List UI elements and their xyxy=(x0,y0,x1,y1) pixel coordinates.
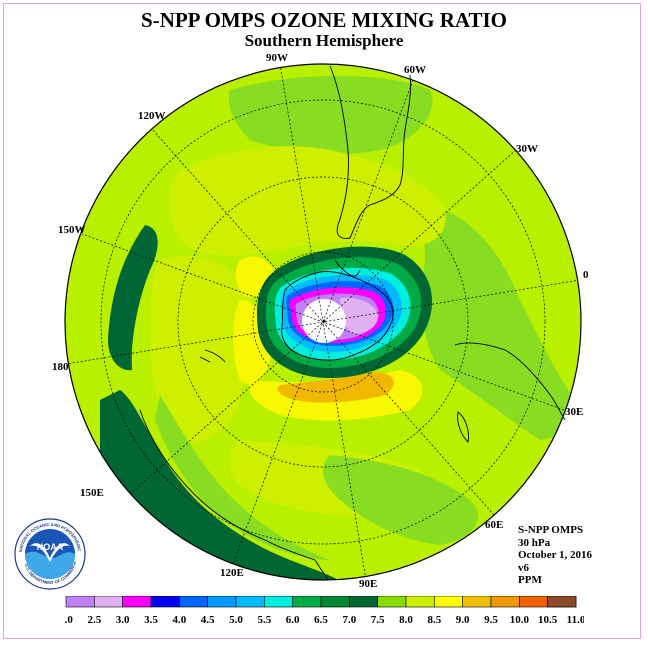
medium-green-band-southwest xyxy=(155,395,330,560)
coastline-south-america xyxy=(329,65,411,239)
lon-label-90e: 90E xyxy=(359,578,377,590)
colorbar-swatch xyxy=(292,596,322,608)
latitude-circle-inner xyxy=(252,251,394,393)
orange-region xyxy=(277,372,394,403)
vortex-core-pale xyxy=(340,297,378,334)
colorbar-tick-label: 4.5 xyxy=(201,614,215,626)
colorbar-swatch xyxy=(434,596,463,608)
colorbar-swatches xyxy=(65,596,577,608)
lon-label-180: 180 xyxy=(52,361,69,373)
colorbar-swatch xyxy=(179,596,208,608)
colorbar-tick-label: 6.5 xyxy=(314,614,328,626)
lon-label-90w: 90W xyxy=(266,52,288,64)
colorbar-tick-label: 5.0 xyxy=(229,614,243,626)
map-boundary xyxy=(64,63,582,581)
info-pressure-level: 30 hPa xyxy=(518,536,551,549)
colorbar-swatch xyxy=(150,596,180,608)
colorbar-tick-label: 4.0 xyxy=(172,614,186,626)
colorbar-swatch xyxy=(320,596,350,608)
lon-label-120w: 120W xyxy=(138,110,166,122)
info-units: PPM xyxy=(518,574,542,586)
lon-label-150w: 150W xyxy=(58,224,86,236)
yellow-region-west xyxy=(150,256,255,443)
coastline-antarctic-peninsula xyxy=(334,259,361,277)
light-green-region-east xyxy=(422,205,581,440)
south-pole-marker xyxy=(322,319,326,323)
light-green-region-north xyxy=(228,75,433,155)
lon-label-60e: 60E xyxy=(485,519,503,531)
lon-label-0: 0 xyxy=(583,269,589,281)
colorbar-tick-label: 2.5 xyxy=(87,614,101,626)
latitude-circle-outer xyxy=(100,99,546,545)
colorbar-tick-label: 9.0 xyxy=(456,614,470,626)
colorbar-tick-label: 8.0 xyxy=(399,614,413,626)
lon-label-120e: 120E xyxy=(220,567,244,579)
yellow-region-north xyxy=(168,146,446,256)
colorbar-tick-label: 10.5 xyxy=(538,614,558,626)
colorbar-swatch xyxy=(377,596,407,608)
colorbar-tick-label: 5.5 xyxy=(257,614,271,626)
coastline-madagascar xyxy=(457,411,469,443)
coastline-new-zealand xyxy=(199,349,226,363)
map-info: S-NPP OMPS 30 hPa October 1, 2016 v6 PPM xyxy=(518,524,592,587)
lon-label-60w: 60W xyxy=(404,64,426,76)
colorbar-tick-label: 10.0 xyxy=(510,614,530,626)
latitude-circle-mid xyxy=(177,176,469,468)
figure-frame xyxy=(3,3,641,639)
colorbar-tick-label: 3.0 xyxy=(116,614,130,626)
lon-label-30e: 30E xyxy=(565,406,583,418)
colorbar-swatch xyxy=(235,596,265,608)
colorbar-swatch xyxy=(519,596,548,608)
lon-label-30w: 30W xyxy=(516,143,538,155)
coastline-australia xyxy=(139,409,329,581)
lon-label-150e: 150E xyxy=(80,487,104,499)
colorbar-swatch xyxy=(547,596,577,608)
colorbar-swatch xyxy=(349,596,378,608)
colorbar-swatch xyxy=(65,596,95,608)
noaa-logo: NATIONAL OCEANIC AND ATMOSPHERIC ADMINIS… xyxy=(14,518,86,590)
colorbar-swatch xyxy=(207,596,237,608)
colorbar-swatch xyxy=(122,596,152,608)
colorbar-tick-label: 8.5 xyxy=(427,614,441,626)
colorbar-tick-label: 7.0 xyxy=(342,614,356,626)
colorbar-tick-label: 6.0 xyxy=(286,614,300,626)
info-instrument: S-NPP OMPS xyxy=(518,524,584,536)
logo-text: NOAA xyxy=(37,542,64,552)
colorbar-tick-label: 3.5 xyxy=(144,614,158,626)
coastline-africa xyxy=(454,342,566,421)
info-version: v6 xyxy=(518,561,529,574)
colorbar-swatch xyxy=(490,596,520,608)
colorbar: 2.0 2.5 3.0 3.5 4.0 4.5 5.0 5.5 6.0 6.5 7.0 7.5 8.0 8… xyxy=(64,596,584,626)
colorbar-labels: 2.0 2.5 3.0 3.5 4.0 4.5 5.0 5.5 6.0 6.5 7.0 7.5 8.0 8… xyxy=(64,614,584,626)
map-subtitle: Southern Hemisphere xyxy=(244,31,404,50)
light-green-band-south xyxy=(323,455,479,545)
dark-green-band-west xyxy=(108,225,158,371)
colorbar-tick-label: 7.5 xyxy=(371,614,385,626)
colorbar-tick-label: 9.5 xyxy=(484,614,498,626)
colorbar-swatch xyxy=(405,596,435,608)
coastline-antarctica xyxy=(281,271,394,361)
colorbar-swatch xyxy=(462,596,492,608)
map-title: S-NPP OMPS OZONE MIXING RATIO xyxy=(141,8,507,32)
info-date: October 1, 2016 xyxy=(518,549,593,561)
colorbar-swatch xyxy=(94,596,123,608)
coastlines xyxy=(139,65,566,581)
colorbar-tick-label: 11.0 xyxy=(567,614,584,626)
colorbar-tick-label: 2.0 xyxy=(64,614,73,626)
colorbar-swatch xyxy=(264,596,293,608)
